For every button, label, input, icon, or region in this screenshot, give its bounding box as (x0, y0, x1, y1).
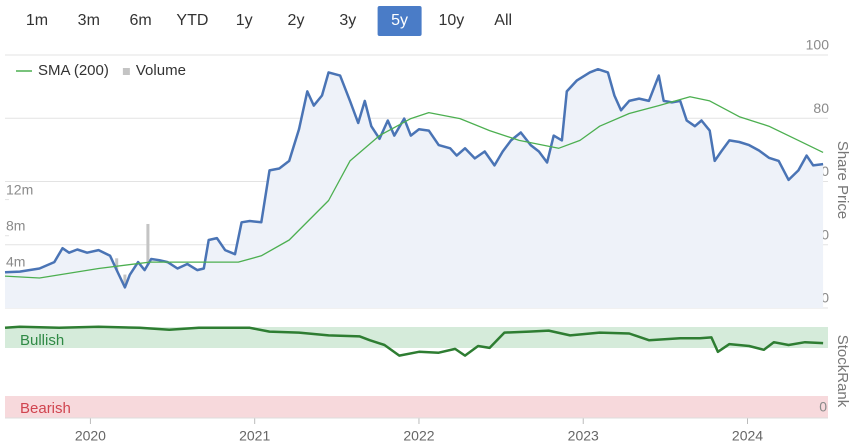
x-tick-label: 2021 (239, 428, 270, 443)
bullish-label: Bullish (20, 332, 64, 349)
range-button[interactable]: 6m (129, 12, 151, 29)
line (4, 67, 824, 289)
x-tick-label: 2020 (75, 428, 106, 443)
range-button[interactable]: 10y (439, 12, 465, 29)
line (4, 96, 824, 279)
range-button[interactable]: 3y (339, 12, 356, 29)
x-tick-label: 2023 (568, 428, 599, 443)
legend-label: SMA (200) (38, 62, 109, 79)
bearish-band (5, 396, 828, 418)
range-button[interactable]: 3m (78, 12, 100, 29)
range-button[interactable]: 1m (26, 12, 48, 29)
range-button[interactable]: All (494, 12, 512, 29)
range-button[interactable]: 2y (288, 12, 305, 29)
legend-label: Volume (136, 62, 186, 79)
line (4, 325, 824, 357)
rank-axis-title: StockRank (834, 335, 851, 408)
range-button[interactable]: YTD (176, 12, 208, 29)
y2-tick-label: 80 (813, 100, 829, 116)
selected-range-bg (377, 6, 422, 36)
y-tick-label: 12m (6, 181, 33, 197)
y-tick-label: 8m (6, 217, 25, 233)
y-tick-label: 4m (6, 254, 25, 270)
price-area (5, 69, 824, 308)
rank-tick-label: 0 (819, 399, 827, 415)
range-button[interactable]: 5y (391, 12, 408, 29)
x-tick-label: 2024 (732, 428, 763, 443)
y2-tick-label: 100 (806, 37, 830, 53)
y2-axis-title: Share Price (834, 141, 851, 219)
bearish-label: Bearish (20, 400, 71, 417)
legend-swatch (122, 68, 130, 75)
x-tick-label: 2022 (403, 428, 434, 443)
range-button[interactable]: 1y (236, 12, 253, 29)
